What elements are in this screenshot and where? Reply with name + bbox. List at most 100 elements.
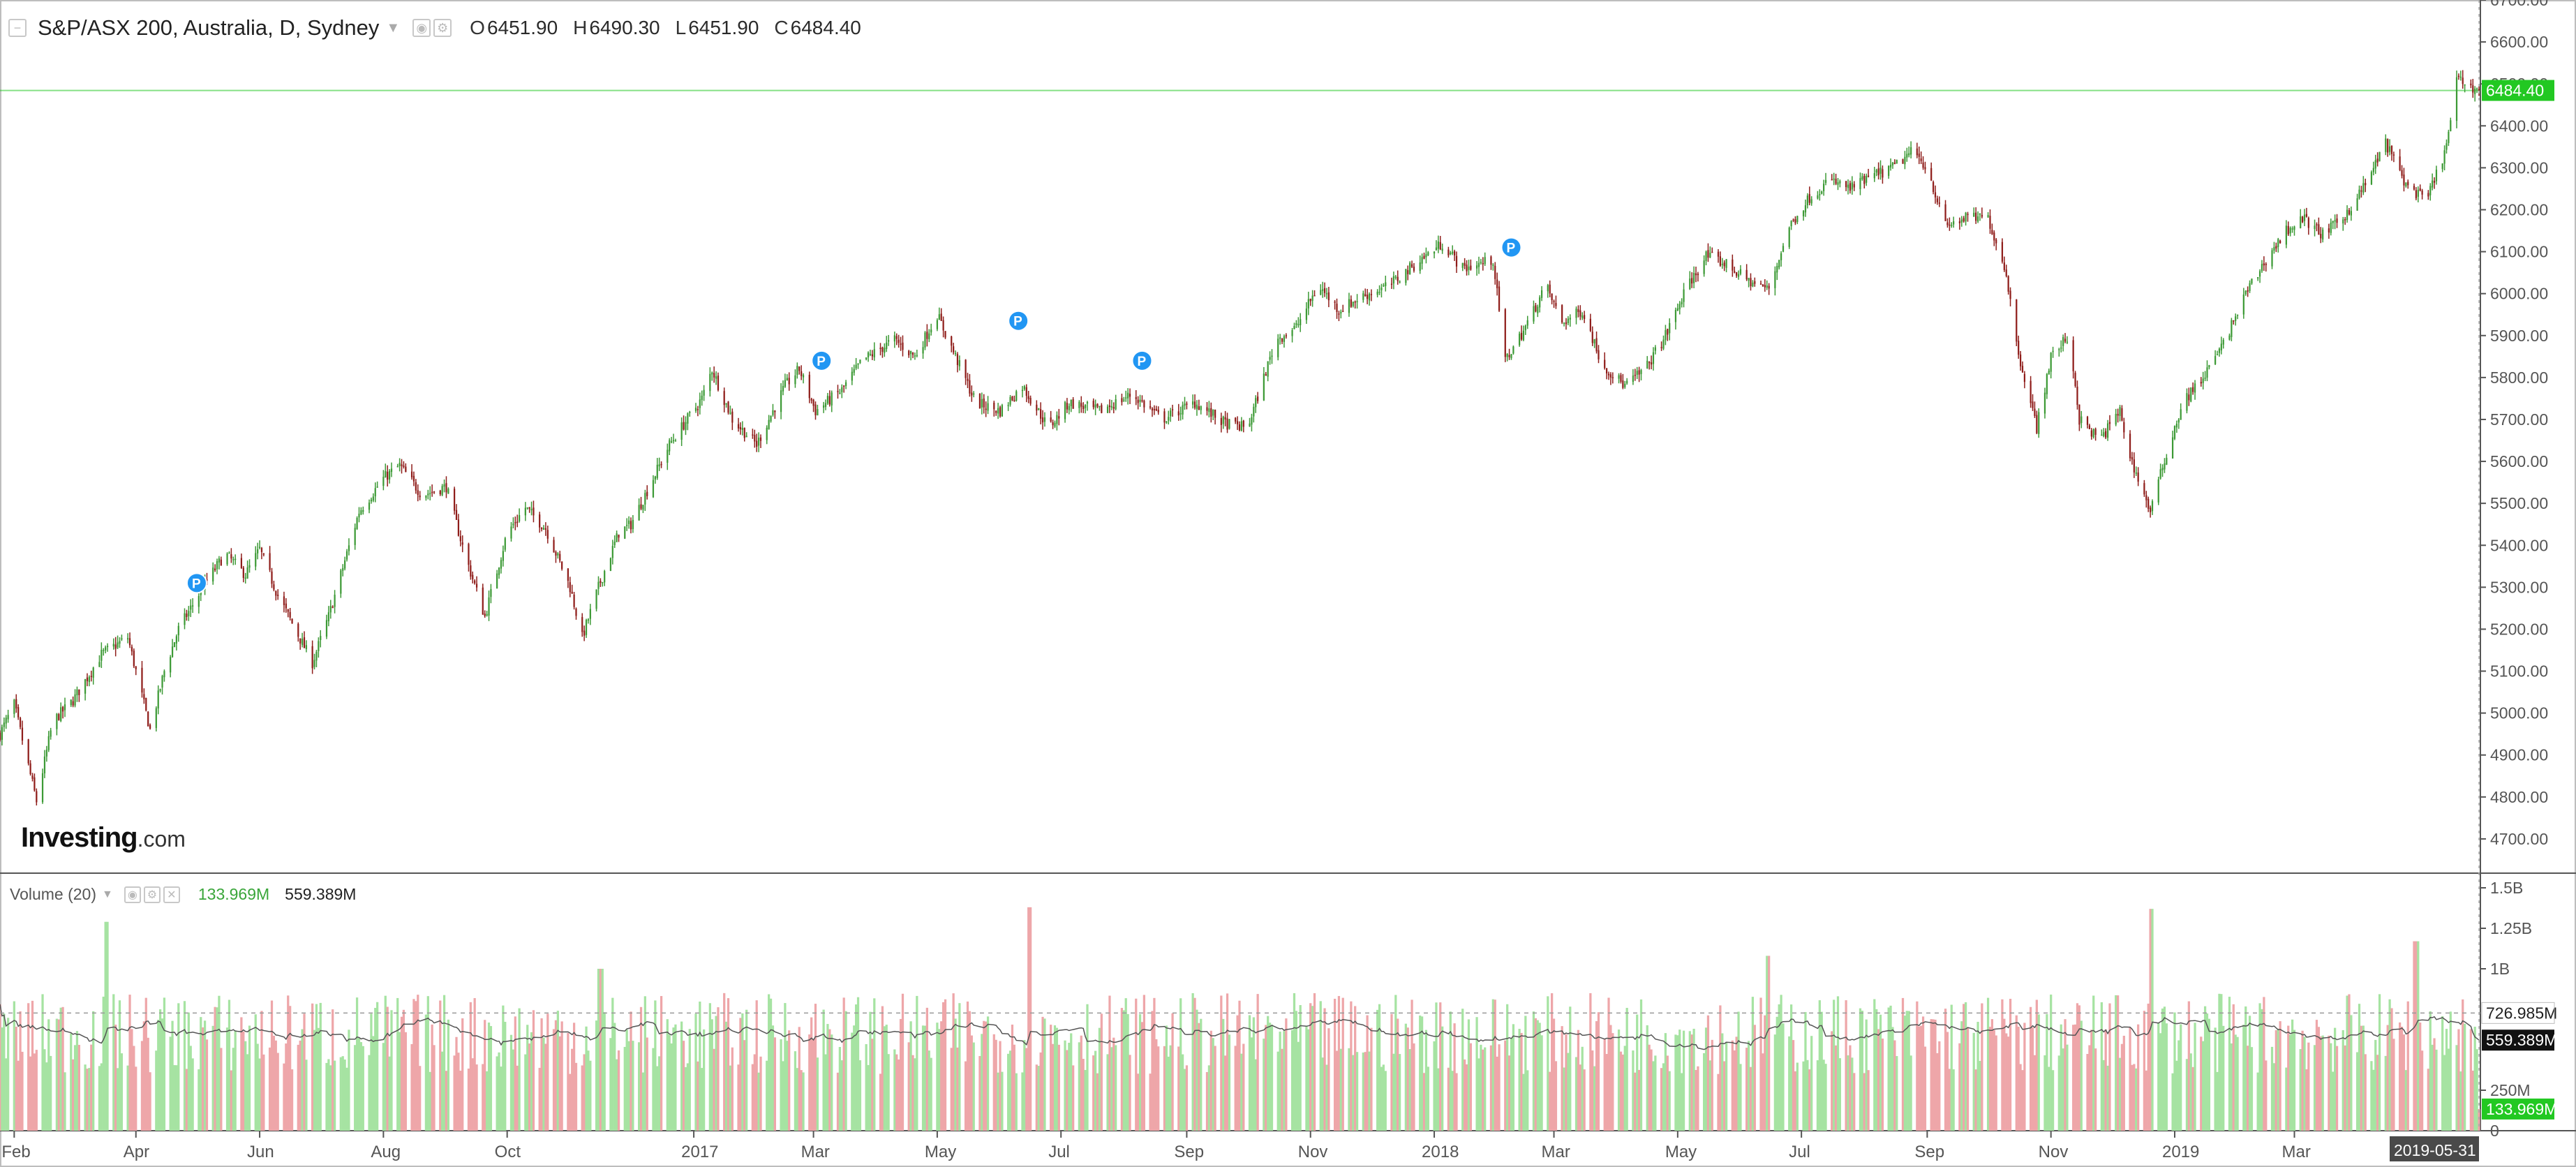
volume-bar — [482, 1064, 484, 1131]
volume-bar — [1569, 1006, 1572, 1131]
candle-body — [1823, 184, 1825, 191]
volume-bar — [155, 1050, 158, 1131]
volume-bar — [270, 1000, 274, 1131]
candle-body — [92, 667, 94, 678]
volume-bar — [2445, 1029, 2448, 1131]
volume-bar — [526, 1025, 529, 1131]
candle-body — [2052, 350, 2054, 352]
volume-bar — [73, 1045, 77, 1131]
volume-bar — [203, 1020, 207, 1131]
candle-body — [0, 732, 1, 741]
candle-body — [613, 542, 616, 545]
candle-body — [627, 520, 630, 524]
candle-body — [1, 727, 3, 740]
volume-bar — [1674, 1034, 1677, 1131]
candle-body — [327, 612, 330, 622]
candle-body — [2003, 262, 2005, 270]
volume-bar — [646, 1037, 648, 1131]
candle-body — [2362, 183, 2365, 193]
candle-body — [2305, 214, 2308, 217]
candle-body — [1149, 406, 1152, 408]
volume-bar — [1849, 1045, 1852, 1131]
volume-bar — [1930, 1019, 1933, 1131]
volume-bar — [1963, 1004, 1965, 1131]
candle-body — [944, 331, 946, 338]
volume-eye-icon[interactable]: ◉ — [124, 886, 141, 903]
candle-body — [928, 333, 930, 339]
candle-body — [257, 549, 259, 553]
volume-bar — [262, 1054, 265, 1131]
volume-bar — [1021, 1072, 1024, 1131]
candle-body — [1624, 383, 1626, 387]
candle-body — [1691, 278, 1693, 284]
volume-bar — [2449, 1011, 2452, 1131]
candle-body — [1845, 181, 1847, 188]
volume-bar — [274, 1040, 277, 1131]
volume-bar — [1364, 1052, 1367, 1131]
collapse-icon[interactable]: − — [8, 19, 27, 37]
candle-body — [1640, 370, 1642, 374]
volume-bar — [147, 1037, 149, 1131]
settings-icon[interactable]: ⚙ — [433, 19, 452, 37]
candle-body — [1839, 181, 1841, 184]
volume-bar — [2462, 999, 2464, 1131]
candle-body — [1171, 409, 1174, 410]
candle-body — [739, 426, 742, 430]
candle-body — [2457, 75, 2460, 77]
candle-body — [1166, 421, 1168, 423]
candle-body — [1293, 326, 1295, 329]
volume-close-icon[interactable]: ✕ — [163, 886, 180, 903]
candle-body — [667, 449, 669, 463]
volume-bar — [1916, 1001, 1919, 1131]
candle-body — [1086, 402, 1089, 404]
candle-body — [1383, 285, 1385, 287]
candle-body — [1512, 346, 1514, 354]
volume-bar — [542, 1037, 545, 1131]
volume-bar — [469, 1002, 472, 1131]
volume-bar — [7, 1018, 10, 1131]
volume-bar — [140, 1041, 144, 1131]
volume-bar — [773, 1037, 776, 1131]
volume-ma-value: 559.389M — [285, 885, 357, 903]
volume-bar — [1098, 1027, 1101, 1131]
time-tick-label: Mar — [1542, 1143, 1570, 1161]
volume-bar — [2194, 1023, 2196, 1131]
candle-body — [1492, 265, 1494, 266]
volume-settings-icon[interactable]: ⚙ — [143, 886, 161, 903]
volume-bar — [276, 1053, 279, 1131]
volume-bar — [766, 1060, 768, 1131]
candle-body — [173, 642, 176, 648]
volume-bar — [1285, 1018, 1288, 1131]
candle-body — [1001, 405, 1004, 417]
volume-caret-down-icon[interactable]: ▼ — [102, 888, 113, 900]
candle-body — [725, 403, 727, 405]
candle-body — [1717, 251, 1720, 257]
volume-bar — [374, 1008, 377, 1131]
candle-body — [544, 528, 547, 530]
volume-bar — [2094, 1048, 2097, 1131]
volume-bar — [660, 996, 663, 1131]
volume-bar — [2100, 1002, 2103, 1131]
candle-body — [2108, 422, 2111, 424]
candle-body — [56, 713, 58, 729]
candle-body — [3, 722, 5, 727]
volume-bar — [1096, 1073, 1099, 1131]
candle-body — [909, 350, 912, 354]
volume-bar — [1011, 1024, 1014, 1131]
candle-body — [922, 347, 924, 354]
candle-body — [1208, 408, 1210, 412]
candle-body — [1193, 401, 1196, 408]
volume-bar — [1549, 1071, 1551, 1131]
candle-body — [47, 736, 50, 750]
candle-body — [839, 392, 841, 394]
candle-body — [1168, 417, 1170, 421]
eye-icon[interactable]: ◉ — [412, 19, 431, 37]
volume-bar — [2293, 1030, 2296, 1131]
price-tick-label: 6300.00 — [2490, 158, 2548, 177]
volume-bar — [574, 1062, 578, 1131]
volume-bar — [1816, 1060, 1819, 1131]
caret-down-icon[interactable]: ▼ — [386, 20, 401, 36]
candle-body — [997, 408, 999, 414]
candle-body — [1285, 335, 1287, 336]
